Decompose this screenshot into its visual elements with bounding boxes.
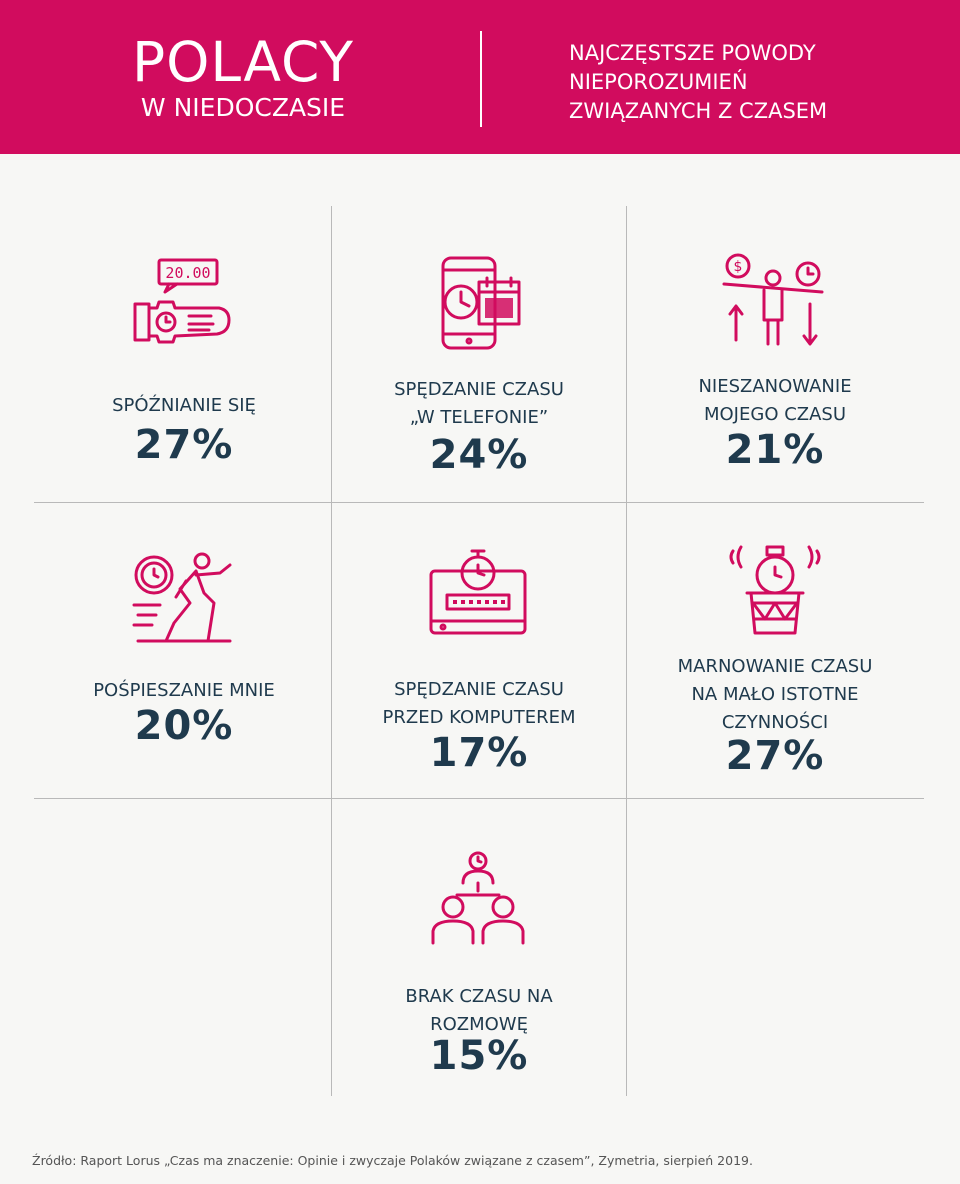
phone-calendar-icon [441,256,521,350]
stat-label: SPĘDZANIE CZASU „W TELEFONIE” [394,379,564,428]
watch-wrist-icon: 20.00 [133,258,231,344]
coin-symbol: $ [734,259,743,275]
stat-label: POŚPIESZANIE MNIE [93,680,275,701]
stat-label: SPÓŹNIANIE SIĘ [112,395,256,416]
grid-horizontal-line-2 [34,798,924,799]
header-description: NAJCZĘSTSZE POWODY NIEPOROZUMIEŃ ZWIĄZAN… [569,39,929,126]
watch-time-text: 20.00 [165,264,210,282]
stat-label: BRAK CZASU NA ROZMOWĘ [405,986,553,1035]
stat-percent: 27% [725,733,825,779]
grid-vertical-line-1 [331,206,332,1096]
person-balance-icon: $ [722,253,824,346]
header-line-1: NAJCZĘSTSZE POWODY [569,41,816,65]
stat-cell-lateness: 20.00 SPÓŹNIANIE SIĘ 27% [36,206,332,502]
grid-vertical-line-2 [626,206,627,1096]
stat-cell-computer: SPĘDZANIE CZASU PRZED KOMPUTEREM 17% [331,503,627,799]
stat-percent: 21% [725,427,825,473]
source-note: Źródło: Raport Lorus „Czas ma znaczenie:… [32,1153,753,1168]
stat-percent: 27% [134,422,234,468]
stat-label: SPĘDZANIE CZASU PRZED KOMPUTEREM [382,679,576,728]
stat-cell-wasting: MARNOWANIE CZASU NA MAŁO ISTOTNE CZYNNOŚ… [627,503,923,799]
page-title: POLACY [131,30,355,94]
stat-percent: 15% [429,1033,529,1079]
header-line-3: ZWIĄZANYCH Z CZASEM [569,99,828,123]
stat-cell-conversation: BRAK CZASU NA ROZMOWĘ 15% [331,799,627,1095]
stat-cell-rushing: POŚPIESZANIE MNIE 20% [36,503,332,799]
people-talk-clock-icon [431,851,525,945]
stat-percent: 24% [429,432,529,478]
header-banner: POLACY W NIEDOCZASIE NAJCZĘSTSZE POWODY … [0,0,960,154]
header-line-2: NIEPOROZUMIEŃ [569,70,748,94]
computer-stopwatch-icon [429,549,527,635]
stat-percent: 20% [134,703,234,749]
stat-cell-disrespect: $ NIESZANOWANIE MOJEGO CZASU 21% [627,206,923,502]
stat-cell-phone: SPĘDZANIE CZASU „W TELEFONIE” 24% [331,206,627,502]
header-divider [480,31,482,127]
running-man-clock-icon [132,552,232,643]
page-subtitle: W NIEDOCZASIE [140,93,346,122]
trash-clock-icon [729,545,821,635]
stat-percent: 17% [429,730,529,776]
stat-label: MARNOWANIE CZASU NA MAŁO ISTOTNE CZYNNOŚ… [677,656,873,733]
grid-horizontal-line-1 [34,502,924,503]
stat-label: NIESZANOWANIE MOJEGO CZASU [698,376,852,425]
